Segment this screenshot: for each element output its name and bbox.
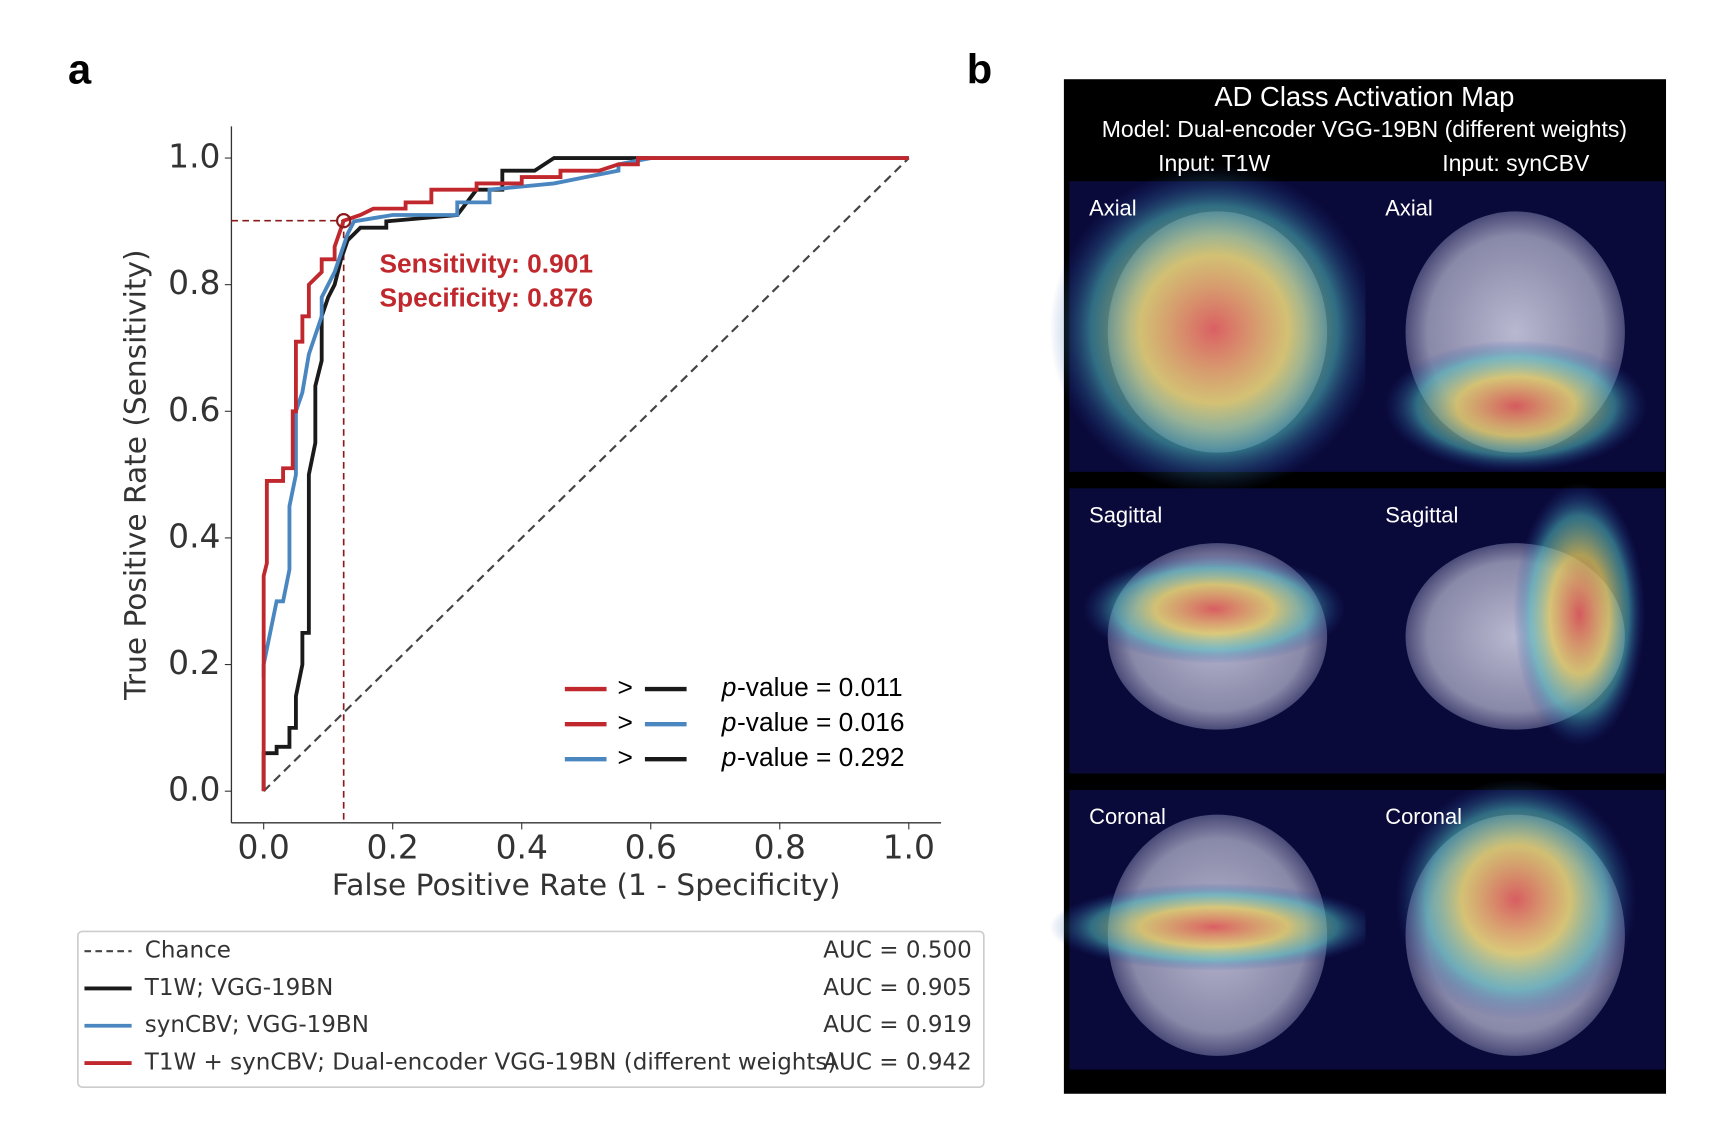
legend-label: T1W; VGG-19BN — [144, 975, 334, 1001]
x-tick-label: 0.6 — [625, 828, 677, 867]
y-tick-label: 0.8 — [168, 263, 220, 302]
heatmap — [1082, 554, 1346, 664]
heatmap — [1049, 883, 1379, 971]
legend-auc: AUC = 0.942 — [823, 1050, 971, 1076]
heatmap — [1395, 778, 1637, 1021]
p-value: -value = 0.292 — [737, 742, 905, 772]
view-label: Axial — [1089, 196, 1137, 221]
legend-label: T1W + synCBV; Dual-encoder VGG-19BN (dif… — [144, 1050, 837, 1076]
x-tick-label: 0.8 — [754, 828, 806, 867]
panel-label: b — [967, 46, 992, 93]
view-label: Sagittal — [1385, 503, 1458, 528]
heatmap — [1384, 340, 1648, 472]
x-axis-label: False Positive Rate (1 - Specificity) — [332, 868, 841, 902]
y-tick-label: 0.2 — [168, 643, 220, 682]
y-tick-label: 0.4 — [168, 516, 220, 555]
comparison-symbol: > — [617, 672, 632, 702]
roc-curve — [261, 156, 909, 792]
x-tick-label: 0.0 — [238, 828, 290, 867]
p-value: -value = 0.011 — [737, 672, 903, 702]
roc-plot: 0.0 0.2 0.4 0.6 0.8 1.0 0.0 0.2 0.4 0.6 0.8 1.0 Fals… — [77, 126, 985, 1088]
map-title: AD Class Activation Map — [1214, 81, 1514, 112]
legend-label: Chance — [145, 938, 231, 964]
x-tick-label: 0.4 — [496, 828, 548, 867]
legend-auc: AUC = 0.905 — [823, 975, 971, 1001]
annotation: Specificity: 0.876 — [379, 283, 593, 313]
legend-auc: AUC = 0.919 — [823, 1012, 971, 1038]
annotation: Sensitivity: 0.901 — [379, 249, 593, 279]
y-tick-label: 0.0 — [168, 770, 220, 809]
heatmap — [1513, 482, 1646, 747]
roc-curve — [262, 157, 910, 792]
legend-box — [77, 930, 985, 1088]
map-subtitle: Model: Dual-encoder VGG-19BN (different … — [1102, 116, 1627, 142]
heatmap — [1049, 164, 1379, 494]
column-label: Input: synCBV — [1442, 150, 1590, 176]
view-label: Sagittal — [1089, 503, 1162, 528]
p-symbol: p — [721, 672, 737, 702]
view-label: Axial — [1385, 196, 1433, 221]
x-tick-label: 0.2 — [367, 828, 419, 867]
legend-auc: AUC = 0.500 — [823, 938, 971, 964]
roc-curve — [261, 156, 909, 678]
activation-maps: AD Class Activation Map Model: Dual-encod… — [1049, 79, 1667, 1094]
comparison-symbol: > — [617, 707, 632, 737]
x-tick-label: 1.0 — [883, 828, 935, 867]
panel-label: a — [68, 46, 92, 93]
comparison-symbol: > — [617, 742, 632, 772]
legend-label: synCBV; VGG-19BN — [145, 1012, 369, 1038]
view-label: Coronal — [1385, 804, 1462, 829]
p-symbol: p — [721, 742, 737, 772]
view-label: Coronal — [1089, 804, 1166, 829]
operating-point — [335, 213, 352, 229]
y-tick-label: 1.0 — [168, 137, 220, 176]
p-symbol: p — [721, 707, 737, 737]
y-tick-label: 0.6 — [168, 390, 220, 429]
p-value: -value = 0.016 — [737, 707, 905, 737]
y-axis-label: True Positive Rate (Sensitivity) — [119, 249, 153, 700]
